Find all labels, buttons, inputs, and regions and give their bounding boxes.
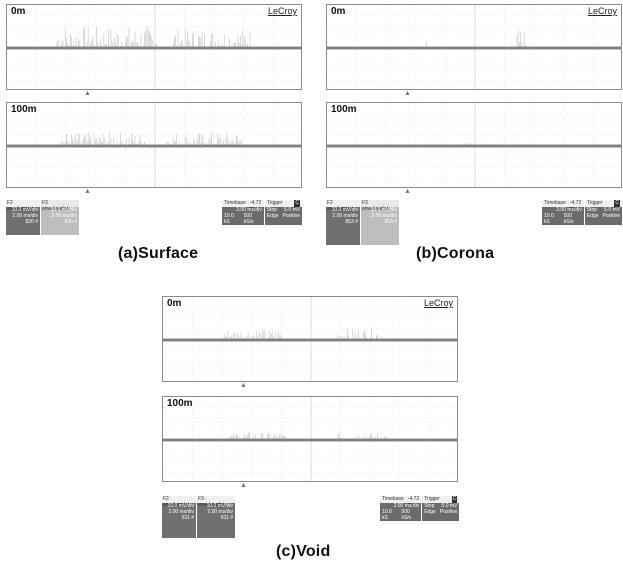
signal-spikes [223,328,382,340]
lecroy-logo: LeCroy [424,298,453,308]
timebase-trigger-panel[interactable]: Timebase -4.72 ms 2.00 ms/div 10.0 kS 500 … [222,200,302,225]
trigger-channel-icon: C [614,200,620,207]
waveform-bottom [327,103,622,188]
channel-f3-header: F3 envelope(at.. [197,496,235,503]
timebase-trigger-panel[interactable]: Timebase -4.72 ms 2.00 ms/div 10.0 kS 500 … [542,200,622,225]
trigger-marker-icon: ▲ [240,382,247,389]
channel-f2-header: F2 envelope(at.. [162,496,196,503]
trigger-slope: Positive [282,213,300,219]
lecroy-logo: LeCroy [588,6,617,16]
scope-screen-top: 0m LeCroy [6,4,302,90]
distance-label-top: 0m [331,6,345,17]
figure-caption: (a)Surface [118,245,198,263]
trigger-marker-icon: ▲ [84,90,91,97]
trigger-box: Trigger C Stop 5.0 mV Edge Positive [585,200,622,225]
timebase-value: -4.72 ms [570,200,582,207]
distance-label-top: 0m [167,298,181,309]
channel-f3-count: 811 # [197,515,235,521]
timebase-value: -4.72 ms [408,496,419,503]
channel-f2-count: 820 # [6,219,40,225]
waveform-top [327,5,622,90]
waveform-top [7,5,302,90]
trigger-marker-icon: ▲ [404,188,411,195]
distance-label-bottom: 100m [167,398,193,409]
waveform-top [163,297,458,382]
waveform-bottom [163,397,458,482]
trigger-type: Edge [424,509,436,515]
timebase-label: Timebase [224,200,246,207]
channel-f3-header: F3 envelope(at.. [361,200,399,207]
timebase-srate: 500 kS/s [401,509,419,521]
timebase-srate: 500 kS/s [244,213,262,225]
channel-f3-panel[interactable]: F3 envelope(at.. 10.0 mV/div 2.00 ms/div… [197,496,235,538]
channel-f2-count: 811 # [162,515,196,521]
scope-screen-top: 0m LeCroy [326,4,622,90]
timebase-samples: 10.0 kS [382,509,397,521]
channel-f2-panel[interactable]: F2 envelope(at.. 10.0 mV/div 2.00 ms/div… [162,496,196,538]
trigger-type: Edge [267,213,279,219]
channel-f2-header: F2 envelope(at.. [326,200,360,207]
trigger-channel-icon: C [294,200,300,207]
channel-f3-count: 820 # [41,219,79,225]
scope-screen-bottom: 100m [326,102,622,188]
scope-screen-bottom: 100m [6,102,302,188]
trigger-marker-icon: ▲ [240,482,247,489]
timebase-trigger-panel[interactable]: Timebase -4.72 ms 2.00 ms/div 10.0 kS 500 … [380,496,459,521]
channel-f2-count: 853 # [326,219,360,225]
trigger-box: Trigger C Stop 5.0 mV Edge Positive [265,200,302,225]
timebase-value: -4.72 ms [250,200,262,207]
timebase-box: Timebase -4.72 ms 2.00 ms/div 10.0 kS 500 … [542,200,584,225]
channel-f2-panel[interactable]: F2 envelope(at.. 10.0 mV/div 2.00 ms/div… [326,200,360,245]
scope-screen-bottom: 100m [162,396,458,482]
channel-f3-panel[interactable]: F3 envelope(at.. 10.0 mV/div 2.00 ms/div… [361,200,399,245]
figure-caption: (c)Void [276,543,330,561]
timebase-label: Timebase [544,200,566,207]
channel-f3-panel[interactable]: F3 envelope(at.. 10.0 mV/div 2.00 ms/div… [41,200,79,235]
distance-label-bottom: 100m [11,104,37,115]
waveform-bottom [7,103,302,188]
scope-figure-a: 0m LeCroy ▲ 100m ▲ F2 envelope(at.. 10.0… [6,4,302,264]
scope-figure-c: 0m LeCroy ▲ 100m ▲ F2 envelope(at.. 10.0… [162,296,458,564]
trigger-marker-icon: ▲ [404,90,411,97]
timebase-samples: 10.0 kS [544,213,560,225]
timebase-box: Timebase -4.72 ms 2.00 ms/div 10.0 kS 500 … [222,200,264,225]
trigger-slope: Positive [602,213,620,219]
trigger-type: Edge [587,213,599,219]
scope-screen-top: 0m LeCroy [162,296,458,382]
trigger-label: Trigger [587,200,603,207]
trigger-label: Trigger [424,496,440,503]
lecroy-logo: LeCroy [268,6,297,16]
distance-label-top: 0m [11,6,25,17]
signal-spikes [422,30,527,48]
timebase-samples: 10.0 kS [224,213,240,225]
timebase-box: Timebase -4.72 ms 2.00 ms/div 10.0 kS 500 … [380,496,421,521]
timebase-label: Timebase [382,496,404,503]
distance-label-bottom: 100m [331,104,357,115]
timebase-srate: 500 kS/s [564,213,582,225]
trigger-label: Trigger [267,200,283,207]
trigger-slope: Positive [440,509,458,515]
signal-spikes [57,132,241,146]
trigger-channel-icon: C [452,496,458,503]
scope-figure-b: 0m LeCroy ▲ 100m ▲ F2 envelope(at.. 10.0… [326,4,622,264]
figure-caption: (b)Corona [416,245,494,263]
trigger-box: Trigger C Stop 5.0 mV Edge Positive [422,496,459,521]
channel-f3-header: F3 envelope(at.. [41,200,79,207]
trigger-marker-icon: ▲ [84,188,91,195]
channel-f2-panel[interactable]: F2 envelope(at.. 10.0 mV/div 2.00 ms/div… [6,200,40,235]
channel-f2-header: F2 envelope(at.. [6,200,40,207]
channel-f3-count: 853 # [361,219,399,225]
